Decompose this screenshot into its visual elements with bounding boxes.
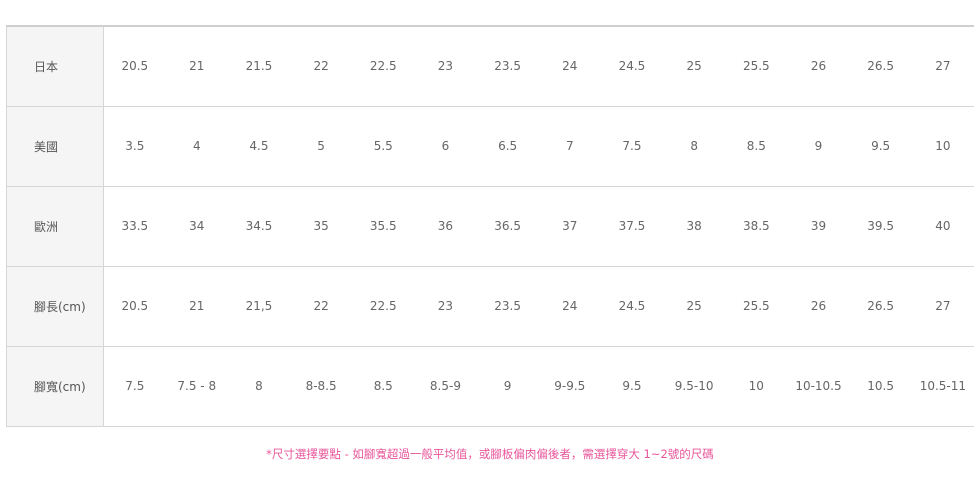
size-cell: 10-10.5	[787, 345, 850, 427]
row-label: 美國	[6, 105, 104, 187]
size-cell: 6	[414, 105, 477, 187]
size-cell: 9.5-10	[663, 345, 726, 427]
size-cell: 36	[414, 185, 477, 267]
size-cell: 22.5	[352, 265, 415, 347]
size-row: 歐洲 33.5 34 34.5 35 35.5 36 36.5 37 37.5 38 38.5 39 39…	[6, 185, 974, 267]
size-cell: 5	[290, 105, 353, 187]
size-cell: 22	[290, 265, 353, 347]
row-label: 歐洲	[6, 185, 104, 267]
size-cell: 35.5	[352, 185, 415, 267]
size-cell: 8.5	[725, 105, 788, 187]
size-chart-table: 日本 20.5 21 21.5 22 22.5 23 23.5 24 24.5 25 25.5 26 26…	[6, 25, 974, 427]
size-cell: 27	[911, 265, 974, 347]
size-cell: 23.5	[476, 265, 539, 347]
size-cell: 9	[787, 105, 850, 187]
size-cell: 9-9.5	[538, 345, 601, 427]
size-cell: 38.5	[725, 185, 788, 267]
size-cell: 20.5	[103, 25, 166, 107]
size-cell: 9.5	[849, 105, 912, 187]
size-cell: 7.5	[600, 105, 664, 187]
size-cell: 24	[538, 265, 601, 347]
size-cell: 10.5	[849, 345, 912, 427]
size-cell: 38	[663, 185, 726, 267]
size-selection-note: *尺寸選擇要點 - 如腳寬超過一般平均值，或腳板偏肉偏後者，需選擇穿大 1~2號…	[266, 447, 714, 461]
size-cell: 4	[165, 105, 228, 187]
size-cell: 35	[290, 185, 353, 267]
size-cell: 23	[414, 265, 477, 347]
size-cell: 40	[911, 185, 974, 267]
size-cell: 36.5	[476, 185, 539, 267]
size-cell: 22.5	[352, 25, 415, 107]
size-cell: 34	[165, 185, 228, 267]
size-cell: 26.5	[849, 265, 912, 347]
size-cell: 37	[538, 185, 601, 267]
size-cell: 23	[414, 25, 477, 107]
size-cell: 22	[290, 25, 353, 107]
size-cell: 39	[787, 185, 850, 267]
size-cell: 26.5	[849, 25, 912, 107]
size-cell: 34.5	[227, 185, 291, 267]
row-label: 日本	[6, 25, 104, 107]
size-row: 腳寬(cm) 7.5 7.5 - 8 8 8-8.5 8.5 8.5-9 9 9-9.5 9.5 9…	[6, 345, 974, 427]
size-cell: 39.5	[849, 185, 912, 267]
size-cell: 5.5	[352, 105, 415, 187]
size-cell: 8.5	[352, 345, 415, 427]
size-cell: 37.5	[600, 185, 664, 267]
size-cell: 10	[725, 345, 788, 427]
size-cell: 8.5-9	[414, 345, 477, 427]
size-cell: 20.5	[103, 265, 166, 347]
size-cell: 10	[911, 105, 974, 187]
size-cell: 7	[538, 105, 601, 187]
size-cell: 9.5	[600, 345, 664, 427]
size-cell: 10.5-11	[911, 345, 974, 427]
size-cell: 21	[165, 25, 228, 107]
size-cell: 8	[227, 345, 291, 427]
size-cell: 23.5	[476, 25, 539, 107]
size-cell: 21	[165, 265, 228, 347]
size-cell: 25	[663, 25, 726, 107]
size-cell: 27	[911, 25, 974, 107]
size-row: 美國 3.5 4 4.5 5 5.5 6 6.5 7 7.5 8 8.5 9 9.5 10	[6, 105, 974, 187]
size-cell: 6.5	[476, 105, 539, 187]
size-cell: 4.5	[227, 105, 291, 187]
size-cell: 24	[538, 25, 601, 107]
size-cell: 8	[663, 105, 726, 187]
size-cell: 24.5	[600, 25, 664, 107]
size-cell: 8-8.5	[290, 345, 353, 427]
size-cell: 7.5 - 8	[165, 345, 228, 427]
size-chart-body: 日本 20.5 21 21.5 22 22.5 23 23.5 24 24.5 25 25.5 26 26…	[6, 25, 974, 427]
size-row: 日本 20.5 21 21.5 22 22.5 23 23.5 24 24.5 25 25.5 26 26…	[6, 25, 974, 107]
size-cell: 9	[476, 345, 539, 427]
size-cell: 26	[787, 25, 850, 107]
size-cell: 3.5	[103, 105, 166, 187]
size-cell: 25	[663, 265, 726, 347]
size-cell: 26	[787, 265, 850, 347]
row-label: 腳長(cm)	[6, 265, 104, 347]
size-cell: 21,5	[227, 265, 291, 347]
size-cell: 21.5	[227, 25, 291, 107]
row-label: 腳寬(cm)	[6, 345, 104, 427]
size-row: 腳長(cm) 20.5 21 21,5 22 22.5 23 23.5 24 24.5 25 25.5…	[6, 265, 974, 347]
size-cell: 7.5	[103, 345, 166, 427]
size-cell: 25.5	[725, 25, 788, 107]
size-cell: 24.5	[600, 265, 664, 347]
size-cell: 25.5	[725, 265, 788, 347]
size-cell: 33.5	[103, 185, 166, 267]
